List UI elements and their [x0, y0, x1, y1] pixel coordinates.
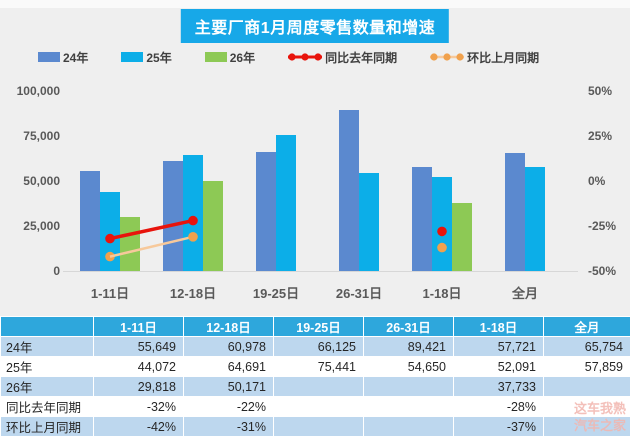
table-row-label: 24年	[0, 336, 94, 357]
bar-series0-cat4	[412, 167, 432, 271]
table-cell	[363, 396, 454, 417]
legend-item-mom: 环比上月同期	[430, 49, 539, 66]
table-cell: -37%	[453, 416, 544, 436]
table-cell: 37,733	[453, 376, 544, 397]
left-axis-tick: 75,000	[23, 129, 60, 143]
bar-series0-cat2	[256, 151, 276, 271]
table-header-cell: 1-11日	[93, 316, 184, 337]
table-cell: 50,171	[183, 376, 274, 397]
right-axis-tick: -50%	[588, 264, 617, 278]
table-cell: 57,859	[543, 356, 630, 377]
bar-series1-cat0	[100, 191, 120, 271]
x-axis-label: 全月	[511, 286, 539, 301]
table-cell: 89,421	[363, 336, 454, 357]
bar-series1-cat3	[359, 172, 379, 271]
table-cell: 75,441	[273, 356, 364, 377]
bar-series1-cat4	[432, 177, 452, 271]
right-axis-tick: -25%	[588, 219, 617, 233]
table-cell: 60,978	[183, 336, 274, 357]
bar-swatch-icon	[38, 52, 60, 62]
table-cell: 52,091	[453, 356, 544, 377]
x-axis-label: 1-18日	[422, 286, 462, 301]
table-header-cell: 1-18日	[453, 316, 544, 337]
line-swatch-icon	[430, 53, 465, 61]
x-axis-label: 26-31日	[335, 286, 383, 301]
table-header-cell: 26-31日	[363, 316, 454, 337]
table-row: 25年 44,072 64,691 75,441 54,650 52,091 57,859	[0, 356, 630, 377]
bar-series1-cat1	[183, 154, 203, 271]
legend-label: 26年	[229, 50, 256, 65]
table-row-label: 环比上月同期	[0, 416, 94, 436]
summary-table: 1-11日 12-18日 19-25日 26-31日 1-18日 全月 24年 55,649 6…	[0, 316, 630, 436]
table-cell	[363, 376, 454, 397]
right-axis-tick: 50%	[588, 84, 613, 98]
legend-item-24: 24年	[38, 49, 88, 66]
table-cell: -32%	[93, 396, 184, 417]
table-cell	[273, 416, 364, 436]
table-cell: 66,125	[273, 336, 364, 357]
table-cell: 55,649	[93, 336, 184, 357]
table-row-label: 25年	[0, 356, 94, 377]
table-header-cell: 全月	[543, 316, 630, 337]
table-cell	[273, 376, 364, 397]
table-cell: 29,818	[93, 376, 184, 397]
table-header-cell	[0, 316, 94, 337]
bar-series2-cat4	[452, 203, 472, 271]
x-axis-label: 1-11日	[90, 286, 130, 301]
table-cell: 57,721	[453, 336, 544, 357]
table-row-label: 同比去年同期	[0, 396, 94, 417]
table-cell: -22%	[183, 396, 274, 417]
bar-series0-cat0	[80, 170, 100, 271]
table-cell	[543, 416, 630, 436]
legend-label: 环比上月同期	[467, 50, 540, 65]
table-cell: -28%	[453, 396, 544, 417]
table-cell	[363, 416, 454, 436]
legend-item-25: 25年	[121, 49, 172, 66]
left-axis-tick: 0	[53, 264, 60, 278]
table-row: 同比去年同期 -32% -22% -28%	[0, 396, 630, 417]
legend-label: 同比去年同期	[325, 50, 398, 65]
table-cell: 44,072	[93, 356, 184, 377]
table-cell: -42%	[93, 416, 184, 436]
table-cell: -31%	[183, 416, 274, 436]
line-swatch-icon	[288, 53, 323, 61]
bar-swatch-icon	[204, 52, 227, 62]
table-row: 环比上月同期 -42% -31% -37%	[0, 416, 630, 436]
bar-series1-cat2	[276, 135, 296, 271]
legend-item-26: 26年	[204, 49, 256, 66]
table-cell: 54,650	[363, 356, 454, 377]
table-cell	[543, 396, 630, 417]
table-cell	[543, 376, 630, 397]
bar-series1-cat5	[525, 166, 545, 271]
x-axis-line	[63, 271, 578, 272]
chart-legend: 24年 25年 26年 同比去年同期 环比上	[38, 49, 539, 65]
table-header-row: 1-11日 12-18日 19-25日 26-31日 1-18日 全月	[0, 316, 630, 337]
x-axis-label: 12-18日	[169, 286, 217, 301]
left-axis-tick: 50,000	[23, 174, 60, 188]
table-cell: 64,691	[183, 356, 274, 377]
right-axis-tick: 25%	[588, 129, 613, 143]
table-cell	[273, 396, 364, 417]
bar-series0-cat1	[163, 161, 183, 271]
table-header-cell: 12-18日	[183, 316, 274, 337]
left-axis-tick: 100,000	[16, 84, 60, 98]
table-row: 24年 55,649 60,978 66,125 89,421 57,721 65,754	[0, 336, 630, 357]
table-header-cell: 19-25日	[273, 316, 364, 337]
table-row-label: 26年	[0, 376, 94, 397]
legend-item-yoy: 同比去年同期	[288, 49, 397, 66]
bar-series0-cat3	[339, 110, 359, 271]
table-cell: 65,754	[543, 336, 630, 357]
bar-series0-cat5	[505, 152, 525, 271]
right-axis-tick: 0%	[588, 174, 606, 188]
bar-swatch-icon	[121, 52, 144, 62]
bar-series2-cat0	[120, 217, 140, 271]
chart-title: 主要厂商1月周度零售数量和增速	[180, 9, 450, 43]
left-axis-tick: 25,000	[23, 219, 60, 233]
legend-label: 24年	[63, 50, 89, 65]
bar-series2-cat1	[203, 180, 223, 271]
legend-label: 25年	[146, 50, 172, 65]
x-axis-label: 19-25日	[252, 286, 300, 301]
table-row: 26年 29,818 50,171 37,733	[0, 376, 630, 397]
